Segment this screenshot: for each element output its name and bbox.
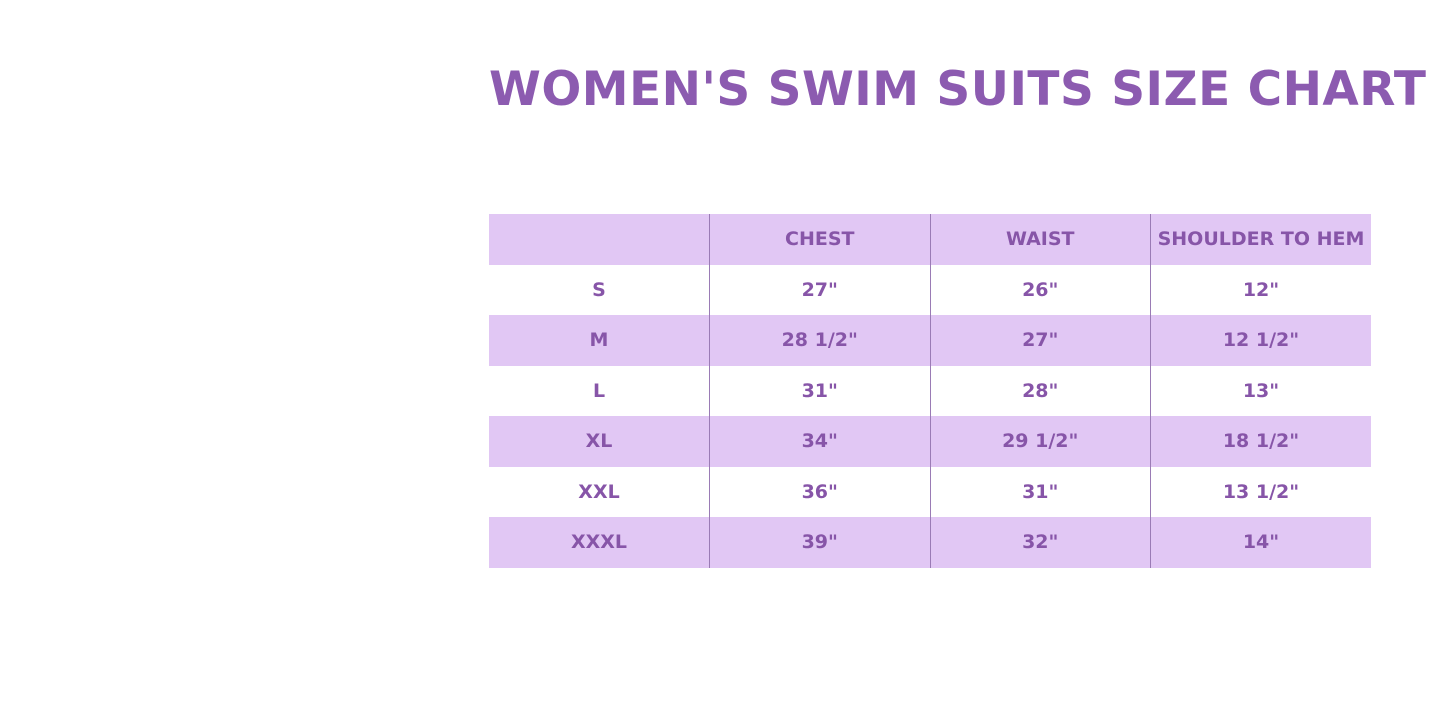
cell-shoulder-to-hem: 13" <box>1150 365 1371 416</box>
header-size <box>489 214 710 265</box>
cell-chest: 36" <box>709 466 930 517</box>
table-row: L 31" 28" 13" <box>489 365 1371 416</box>
cell-waist: 28" <box>929 365 1151 416</box>
size-chart-table: CHEST WAIST SHOULDER TO HEM S 27" 26" 12" M 2… <box>489 214 1371 568</box>
cell-waist: 27" <box>929 315 1151 366</box>
cell-chest: 28 1/2" <box>709 315 930 366</box>
cell-chest: 34" <box>709 416 930 467</box>
cell-size: XXL <box>578 480 620 503</box>
table-header-row: CHEST WAIST SHOULDER TO HEM <box>489 214 1371 265</box>
cell-waist: 31" <box>929 466 1151 517</box>
table-row: M 28 1/2" 27" 12 1/2" <box>489 315 1371 366</box>
cell-size: XXXL <box>489 517 710 568</box>
table-row: XXL 36" 31" 13 1/2" <box>489 466 1371 517</box>
cell-chest: 39" <box>709 517 930 568</box>
cell-chest: 31" <box>709 365 930 416</box>
table-row: S 27" 26" 12" <box>489 264 1371 315</box>
header-chest: CHEST <box>709 214 930 265</box>
cell-waist: 29 1/2" <box>929 416 1151 467</box>
cell-waist: 32" <box>929 517 1151 568</box>
page-title: WOMEN'S SWIM SUITS SIZE CHART <box>489 62 1427 117</box>
cell-shoulder-to-hem: 18 1/2" <box>1150 416 1371 467</box>
cell-waist: 26" <box>929 264 1151 315</box>
cell-shoulder-to-hem: 12" <box>1150 264 1371 315</box>
cell-shoulder-to-hem: 12 1/2" <box>1150 315 1371 366</box>
cell-chest: 27" <box>709 264 930 315</box>
header-waist: WAIST <box>929 214 1151 265</box>
table-row: XXXL 39" 32" 14" <box>489 517 1371 568</box>
cell-size: M <box>489 315 710 366</box>
table-row: XL 34" 29 1/2" 18 1/2" <box>489 416 1371 467</box>
cell-size: XL <box>489 416 710 467</box>
cell-size: L <box>592 379 606 402</box>
cell-shoulder-to-hem: 13 1/2" <box>1150 466 1371 517</box>
cell-shoulder-to-hem: 14" <box>1150 517 1371 568</box>
cell-size: S <box>592 278 606 301</box>
header-shoulder-to-hem: SHOULDER TO HEM <box>1150 214 1371 265</box>
